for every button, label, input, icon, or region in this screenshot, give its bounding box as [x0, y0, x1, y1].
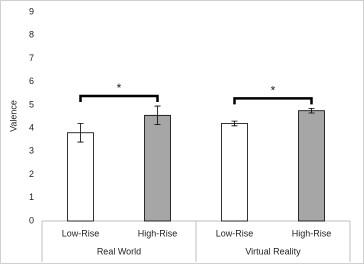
group-label: Virtual Reality	[245, 246, 301, 256]
significance-bracket	[233, 97, 313, 105]
bar	[67, 132, 94, 222]
y-tick-label: 3	[29, 146, 34, 156]
y-tick-label: 6	[29, 76, 34, 86]
y-axis-label: Valence	[8, 100, 18, 132]
x-tick-label: High-Rise	[138, 228, 178, 238]
y-tick-label: 9	[29, 6, 34, 16]
significance-marker: *	[271, 84, 276, 98]
x-tick-label: High-Rise	[292, 228, 332, 238]
error-bar	[154, 105, 161, 126]
group-label: Real World	[97, 246, 141, 256]
y-tick-label: 4	[29, 122, 34, 132]
bar	[298, 110, 325, 222]
x-tick-label: Low-Rise	[216, 228, 254, 238]
error-bar	[77, 123, 84, 143]
bar	[221, 123, 248, 222]
y-tick-label: 1	[29, 192, 34, 202]
error-bar	[231, 120, 238, 127]
bar	[144, 114, 171, 222]
y-tick-label: 0	[29, 215, 34, 225]
error-bar	[308, 107, 315, 114]
significance-bracket	[79, 94, 159, 103]
y-tick-label: 8	[29, 30, 34, 40]
y-tick-label: 7	[29, 53, 34, 63]
y-tick-label: 2	[29, 169, 34, 179]
significance-marker: *	[117, 81, 122, 95]
y-tick-label: 5	[29, 99, 34, 109]
x-tick-label: Low-Rise	[62, 228, 100, 238]
